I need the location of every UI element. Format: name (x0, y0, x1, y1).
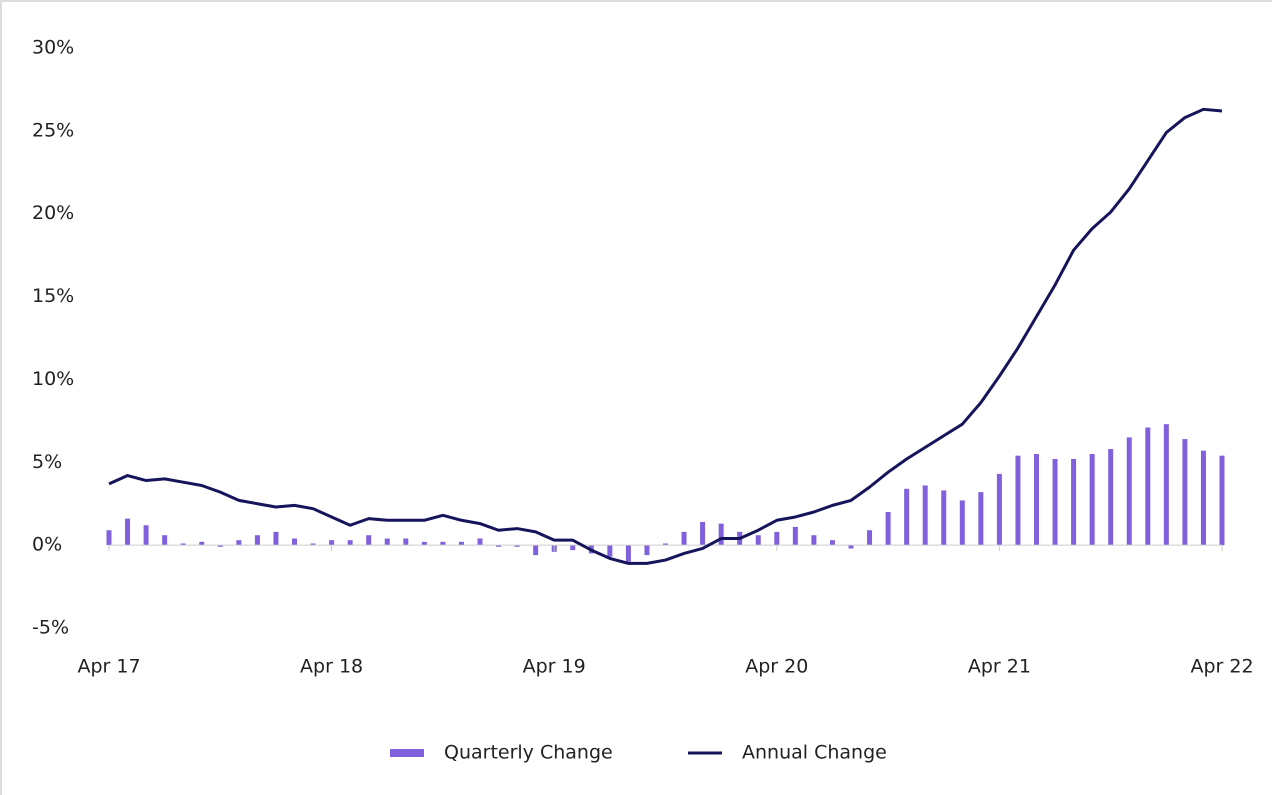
bar (533, 545, 539, 556)
x-tick-label: Apr 17 (77, 656, 140, 678)
bar (366, 535, 372, 546)
y-tick-label: 30% (32, 37, 74, 59)
bar (848, 545, 854, 549)
y-tick-label: 0% (32, 534, 62, 556)
bar (458, 541, 464, 546)
bar (199, 541, 205, 546)
y-tick-label: 25% (32, 119, 74, 141)
bar (292, 538, 297, 546)
bar (162, 535, 168, 546)
bar (811, 535, 817, 546)
line (108, 107, 1223, 565)
bar (347, 540, 353, 546)
y-tick-label: -5% (32, 617, 69, 639)
bar (236, 540, 242, 546)
bar (514, 545, 520, 547)
y-tick-label: 5% (32, 451, 62, 473)
bar (477, 538, 483, 546)
bar (885, 512, 891, 546)
bar (792, 526, 798, 546)
bar (329, 540, 335, 546)
bar (607, 545, 613, 557)
x-tick-label: Apr 19 (523, 656, 586, 678)
bar (718, 523, 724, 546)
bar (384, 538, 390, 546)
bar (700, 521, 706, 546)
bar (421, 541, 427, 546)
bar (996, 473, 1002, 546)
bar (1200, 450, 1206, 546)
bar (496, 545, 502, 547)
bar (904, 488, 910, 546)
bar (978, 492, 984, 546)
bar (1126, 437, 1132, 546)
bar (1163, 424, 1169, 546)
bar (681, 531, 687, 546)
bar (663, 543, 668, 546)
bar (254, 535, 260, 546)
bar (1145, 427, 1151, 546)
bar (1108, 449, 1114, 546)
legend-label: Quarterly Change (444, 742, 613, 764)
bar (959, 500, 965, 546)
bar (1052, 458, 1058, 546)
x-tick-label: Apr 20 (745, 656, 808, 678)
bar (106, 530, 112, 546)
x-tick-label: Apr 21 (968, 656, 1031, 678)
bar (1015, 455, 1021, 546)
x-tick-label: Apr 18 (300, 656, 363, 678)
bar (755, 535, 761, 546)
bar (125, 518, 131, 546)
bar (180, 543, 186, 546)
bar (143, 525, 149, 546)
bar (1182, 439, 1188, 546)
bar (1071, 458, 1077, 546)
bar (273, 531, 279, 546)
bar (625, 545, 631, 562)
bar (217, 545, 223, 547)
y-tick-label: 10% (32, 368, 74, 390)
bar (774, 531, 780, 546)
bar (403, 538, 409, 546)
y-tick-label: 15% (32, 285, 74, 307)
bar (644, 545, 650, 556)
x-tick-label: Apr 22 (1190, 656, 1253, 678)
bar (570, 545, 576, 551)
bar (941, 490, 947, 546)
legend-swatch (390, 749, 424, 757)
bar (867, 530, 873, 546)
bar (440, 541, 446, 546)
bar (1034, 454, 1039, 546)
bar (1089, 454, 1095, 546)
legend-label: Annual Change (742, 742, 887, 764)
y-tick-label: 20% (32, 202, 74, 224)
bar (829, 540, 835, 546)
bar (922, 485, 928, 546)
bar (1219, 455, 1225, 546)
bar (310, 543, 316, 546)
